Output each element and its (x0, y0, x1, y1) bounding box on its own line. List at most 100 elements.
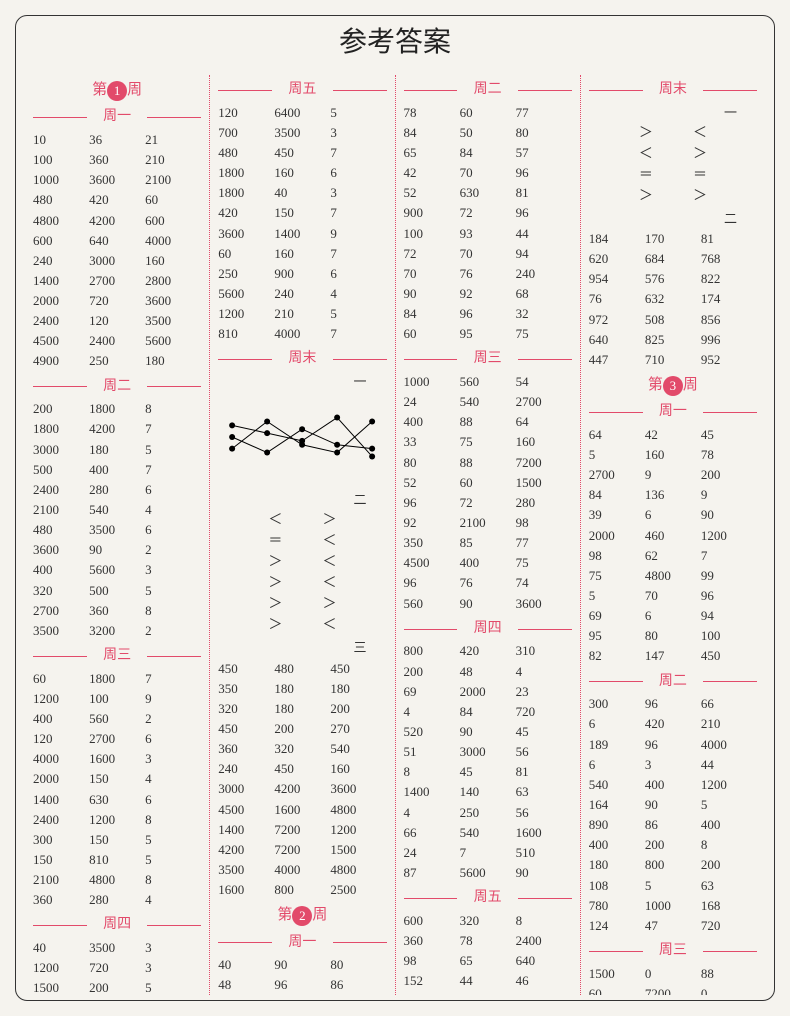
answer-cell: 600 (33, 231, 89, 251)
answer-cell: 40 (218, 955, 274, 975)
answer-cell: 4 (516, 662, 572, 682)
answer-cell: 400 (589, 835, 645, 855)
answer-grid: 3009666642021018996400063445404001200164… (589, 694, 757, 936)
content-columns: 第1周周一10362110036021010003600210048042060… (25, 75, 765, 995)
answer-cell: 47 (645, 916, 701, 936)
answer-grid: 6018007120010094005602120270064000160032… (33, 669, 201, 911)
answer-cell: 480 (218, 143, 274, 163)
answer-cell: 80 (645, 626, 701, 646)
answer-grid: 4090804896868899692866644001208463360077… (218, 955, 386, 995)
answer-cell: 2700 (89, 729, 145, 749)
answer-cell: 310 (516, 641, 572, 661)
answer-cell: 1500 (589, 964, 645, 984)
answer-cell: 576 (645, 269, 701, 289)
answer-cell: 75 (516, 324, 572, 344)
answer-cell: 86 (645, 815, 701, 835)
answer-cell: 152 (404, 971, 460, 991)
answer-cell: 44 (701, 755, 757, 775)
answer-cell: 400 (89, 460, 145, 480)
answer-cell: 75 (460, 432, 516, 452)
answer-cell: 90 (460, 722, 516, 742)
answer-cell: 4800 (645, 566, 701, 586)
answer-cell: 3600 (516, 594, 572, 614)
answer-cell: 168 (701, 896, 757, 916)
day-header: 周末 (218, 348, 386, 370)
answer-cell: 720 (701, 916, 757, 936)
answer-cell: 180 (274, 679, 330, 699)
answer-cell: 93 (460, 224, 516, 244)
day-header: 周一 (589, 401, 757, 423)
answer-cell: 210 (701, 714, 757, 734)
answer-cell: 180 (145, 351, 201, 371)
answer-cell: 5 (145, 440, 201, 460)
answer-cell: 360 (89, 150, 145, 170)
answer-cell: 6 (589, 755, 645, 775)
answer-cell: 21 (145, 130, 201, 150)
answer-cell: 3600 (218, 224, 274, 244)
answer-cell: 4800 (330, 860, 386, 880)
answer-cell: 800 (645, 855, 701, 875)
day-header: 周一 (218, 932, 386, 954)
sub-label: 一 (589, 103, 757, 123)
answer-cell: 4800 (89, 870, 145, 890)
answer-cell: 72 (404, 244, 460, 264)
answer-cell: 5600 (218, 284, 274, 304)
answer-cell: 147 (645, 646, 701, 666)
symbol: ＞ (693, 144, 707, 165)
answer-cell: 250 (218, 264, 274, 284)
answer-cell: 480 (33, 520, 89, 540)
answer-cell: 1200 (33, 958, 89, 978)
answer-cell: 1200 (701, 526, 757, 546)
answer-cell: 240 (516, 264, 572, 284)
answer-cell: 630 (460, 183, 516, 203)
day-header: 周三 (33, 645, 201, 667)
answer-cell: 180 (330, 679, 386, 699)
answer-cell: 822 (701, 269, 757, 289)
answer-cell: 720 (89, 958, 145, 978)
answer-cell: 5600 (89, 560, 145, 580)
answer-cell: 160 (516, 432, 572, 452)
answer-cell: 6 (145, 520, 201, 540)
answer-cell: 5600 (145, 331, 201, 351)
answer-cell: 3500 (33, 621, 89, 641)
answer-cell: 3000 (218, 779, 274, 799)
answer-cell: 620 (589, 249, 645, 269)
answer-grid: 1000560542454027004008864337516080887200… (404, 372, 572, 614)
sub-label: 三 (218, 638, 386, 658)
answer-cell: 560 (460, 372, 516, 392)
sub-label: 二 (589, 209, 757, 229)
answer-cell: 280 (89, 480, 145, 500)
answer-cell: 3 (330, 123, 386, 143)
symbol: ＜ (322, 615, 336, 636)
answer-cell: 8 (145, 870, 201, 890)
answer-cell: 954 (589, 269, 645, 289)
answer-cell: 780 (589, 896, 645, 916)
symbol: ＞ (639, 186, 653, 207)
answer-cell: 1800 (218, 183, 274, 203)
answer-cell: 280 (89, 890, 145, 910)
answer-cell: 210 (145, 150, 201, 170)
column: 周五12064005700350034804507180016061800403… (209, 75, 394, 995)
answer-cell: 5600 (460, 863, 516, 883)
answer-cell: 2500 (330, 880, 386, 900)
answer-cell: 95 (589, 626, 645, 646)
answer-cell: 4800 (330, 800, 386, 820)
answer-cell: 1400 (404, 782, 460, 802)
answer-cell: 88 (701, 964, 757, 984)
answer-cell: 510 (516, 843, 572, 863)
answer-cell: 2 (145, 709, 201, 729)
answer-cell: 320 (460, 911, 516, 931)
answer-cell: 45 (460, 762, 516, 782)
symbol: ＞ (639, 123, 653, 144)
day-header: 周四 (33, 914, 201, 936)
answer-cell: 88 (460, 412, 516, 432)
answer-cell: 3600 (145, 291, 201, 311)
answer-cell: 825 (645, 330, 701, 350)
sub-label: 二 (218, 490, 386, 510)
answer-cell: 3500 (89, 520, 145, 540)
answer-cell: 180 (589, 855, 645, 875)
answer-grid: 8004203102004846920002348472052090455130… (404, 641, 572, 883)
answer-cell: 72 (460, 493, 516, 513)
answer-cell: 75 (516, 553, 572, 573)
column: 第1周周一10362110036021010003600210048042060… (25, 75, 209, 995)
